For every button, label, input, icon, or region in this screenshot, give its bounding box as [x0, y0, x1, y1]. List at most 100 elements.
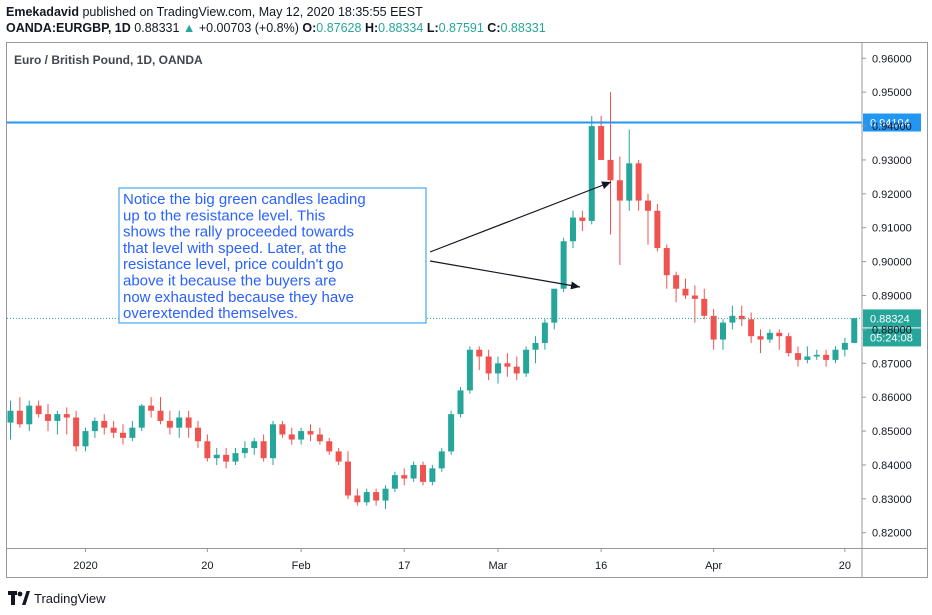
candle[interactable]	[110, 420, 117, 438]
candle[interactable]	[148, 397, 155, 418]
published-text: published on TradingView.com, May 12, 20…	[82, 5, 423, 19]
candle[interactable]	[710, 309, 717, 350]
candle[interactable]	[82, 427, 89, 452]
candle[interactable]	[26, 400, 33, 432]
candle[interactable]	[626, 129, 633, 211]
candle[interactable]	[91, 417, 98, 438]
candle[interactable]	[373, 488, 380, 506]
candle[interactable]	[420, 461, 426, 486]
candle[interactable]	[316, 427, 323, 445]
candle[interactable]	[260, 434, 267, 462]
candle[interactable]	[270, 420, 276, 465]
candle[interactable]	[448, 410, 455, 455]
candle-body	[45, 414, 51, 421]
candle[interactable]	[166, 410, 173, 435]
candle-body	[457, 390, 464, 415]
candle[interactable]	[682, 278, 689, 299]
candle[interactable]	[560, 237, 567, 293]
candle[interactable]	[157, 397, 164, 425]
candle[interactable]	[391, 471, 398, 493]
candle[interactable]	[832, 346, 839, 364]
candle[interactable]	[45, 403, 51, 432]
candle[interactable]	[382, 485, 389, 510]
candle[interactable]	[101, 414, 108, 435]
candle[interactable]	[120, 424, 126, 445]
candle[interactable]	[785, 332, 792, 357]
candle[interactable]	[307, 424, 314, 442]
candle[interactable]	[241, 441, 248, 459]
symbol-name[interactable]: OANDA:EURGBP, 1D	[6, 21, 131, 35]
candle[interactable]	[691, 285, 698, 323]
candle[interactable]	[757, 329, 764, 354]
candle[interactable]	[223, 448, 230, 469]
candle[interactable]	[335, 448, 342, 465]
candle[interactable]	[35, 400, 42, 418]
candle[interactable]	[438, 448, 445, 472]
candle[interactable]	[288, 427, 295, 445]
candle[interactable]	[616, 156, 623, 265]
candle[interactable]	[701, 288, 708, 320]
candle[interactable]	[804, 346, 811, 364]
candle[interactable]	[354, 488, 361, 506]
candle[interactable]	[16, 397, 23, 428]
candle[interactable]	[73, 410, 80, 452]
candle[interactable]	[813, 349, 820, 360]
candle[interactable]	[776, 329, 783, 350]
candle[interactable]	[654, 203, 661, 252]
candle[interactable]	[466, 346, 473, 394]
candle[interactable]	[7, 400, 14, 440]
candle[interactable]	[738, 305, 745, 327]
candle[interactable]	[645, 193, 651, 245]
candle[interactable]	[204, 434, 211, 462]
candle[interactable]	[551, 288, 558, 330]
candle[interactable]	[795, 346, 801, 367]
candle[interactable]	[513, 356, 520, 381]
candle[interactable]	[345, 451, 351, 499]
candle[interactable]	[532, 336, 539, 364]
candle[interactable]	[541, 319, 548, 350]
candle[interactable]	[523, 346, 530, 377]
candle[interactable]	[457, 387, 464, 418]
candle[interactable]	[823, 349, 830, 367]
x-tick-label: 20	[839, 560, 851, 572]
candle[interactable]	[570, 210, 576, 249]
candle[interactable]	[410, 461, 417, 482]
candle[interactable]	[663, 244, 670, 289]
candle[interactable]	[720, 319, 726, 350]
candle[interactable]	[279, 420, 286, 438]
candle[interactable]	[129, 420, 136, 442]
candle[interactable]	[495, 356, 501, 384]
candle[interactable]	[673, 271, 680, 303]
candle[interactable]	[138, 403, 145, 432]
candle[interactable]	[63, 407, 70, 435]
candle[interactable]	[213, 448, 220, 465]
publisher-name[interactable]: Emekadavid	[6, 5, 79, 19]
candle[interactable]	[579, 210, 586, 232]
annotation-box[interactable]	[118, 187, 427, 324]
candle[interactable]	[841, 337, 848, 357]
candle[interactable]	[176, 410, 183, 438]
footer-brand[interactable]: TradingView	[34, 590, 106, 606]
candle[interactable]	[485, 349, 492, 381]
candle[interactable]	[635, 159, 642, 211]
candle[interactable]	[476, 346, 483, 371]
candle[interactable]	[729, 305, 736, 330]
candle[interactable]	[185, 410, 192, 438]
candle[interactable]	[54, 410, 61, 435]
candle[interactable]	[588, 115, 595, 225]
candle[interactable]	[298, 427, 305, 445]
candle[interactable]	[195, 420, 201, 449]
candle[interactable]	[851, 317, 858, 344]
y-tick-label: 0.87000	[872, 358, 912, 370]
candle[interactable]	[232, 448, 239, 465]
candle[interactable]	[607, 92, 614, 235]
candle[interactable]	[504, 353, 511, 377]
candle[interactable]	[429, 464, 436, 486]
candle[interactable]	[251, 437, 258, 455]
candle[interactable]	[326, 437, 333, 455]
candle[interactable]	[363, 488, 370, 506]
candle[interactable]	[766, 329, 773, 343]
candle[interactable]	[748, 312, 755, 343]
candle[interactable]	[401, 468, 408, 486]
